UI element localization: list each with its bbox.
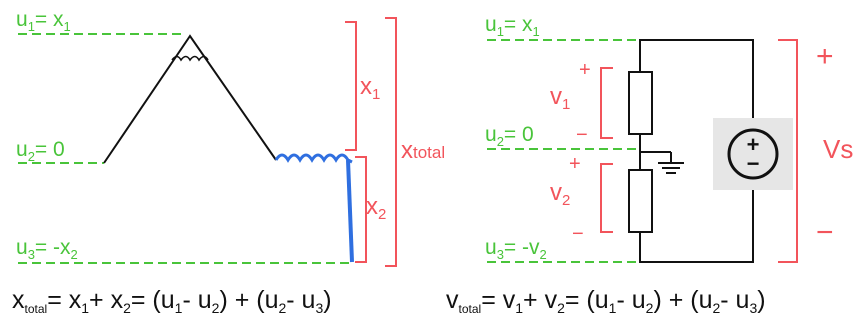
voltage-source-plus: +: [747, 132, 760, 157]
v2-minus-sign: −: [572, 223, 584, 245]
v2-label: v2: [550, 179, 570, 209]
left-mechanical-diagram: u1= x1 u2= 0 u3= -x2 x1 x2 xtotal: [16, 8, 445, 267]
left-u3-label: u3= -x2: [16, 236, 78, 262]
left-equation: xtotal= x1+ x2= (u1- u2) + (u2- u3): [12, 286, 332, 316]
vs-plus-sign: +: [816, 40, 834, 73]
ground-icon: [640, 151, 684, 174]
bracket-v1: [600, 67, 613, 139]
vs-label: Vs: [823, 134, 853, 164]
blue-spring: [274, 153, 353, 164]
x1-label: x1: [360, 73, 380, 103]
right-electrical-diagram: + − + − + − + − u1= x1 u2= 0 u3= -v2 v1 …: [485, 13, 853, 263]
blue-vertical-link: [346, 159, 354, 263]
voltage-source-minus: −: [747, 151, 760, 176]
x2-label: x2: [366, 193, 386, 223]
xtotal-label: xtotal: [401, 137, 445, 164]
v1-minus-sign: −: [576, 124, 588, 146]
circuit-bottom-wire: [639, 188, 754, 263]
right-u1-label: u1= x1: [485, 13, 540, 39]
right-u3-label: u3= -v2: [485, 236, 547, 262]
circuit-top-wire: [639, 39, 754, 118]
right-equation: vtotal= v1+ v2= (u1- u2) + (u2- u3): [446, 286, 766, 316]
resistor-1: [628, 71, 653, 135]
left-u2-label: u2= 0: [16, 138, 65, 164]
bracket-vs: [778, 39, 798, 263]
pivot-spring: [171, 55, 209, 62]
bracket-xtotal: [385, 17, 397, 267]
left-u1-label: u1= x1: [16, 8, 71, 34]
v2-plus-sign: +: [569, 153, 581, 175]
vs-minus-sign: −: [816, 216, 834, 249]
v1-label: v1: [550, 83, 570, 113]
v1-plus-sign: +: [579, 59, 591, 81]
bracket-x1: [345, 21, 357, 151]
right-u2-label: u2= 0: [485, 123, 534, 149]
resistor-2: [628, 169, 653, 233]
voltage-source-circle: [727, 128, 779, 180]
bracket-x2: [355, 156, 367, 263]
bracket-v2: [600, 163, 613, 233]
lever-arms: [103, 34, 277, 164]
